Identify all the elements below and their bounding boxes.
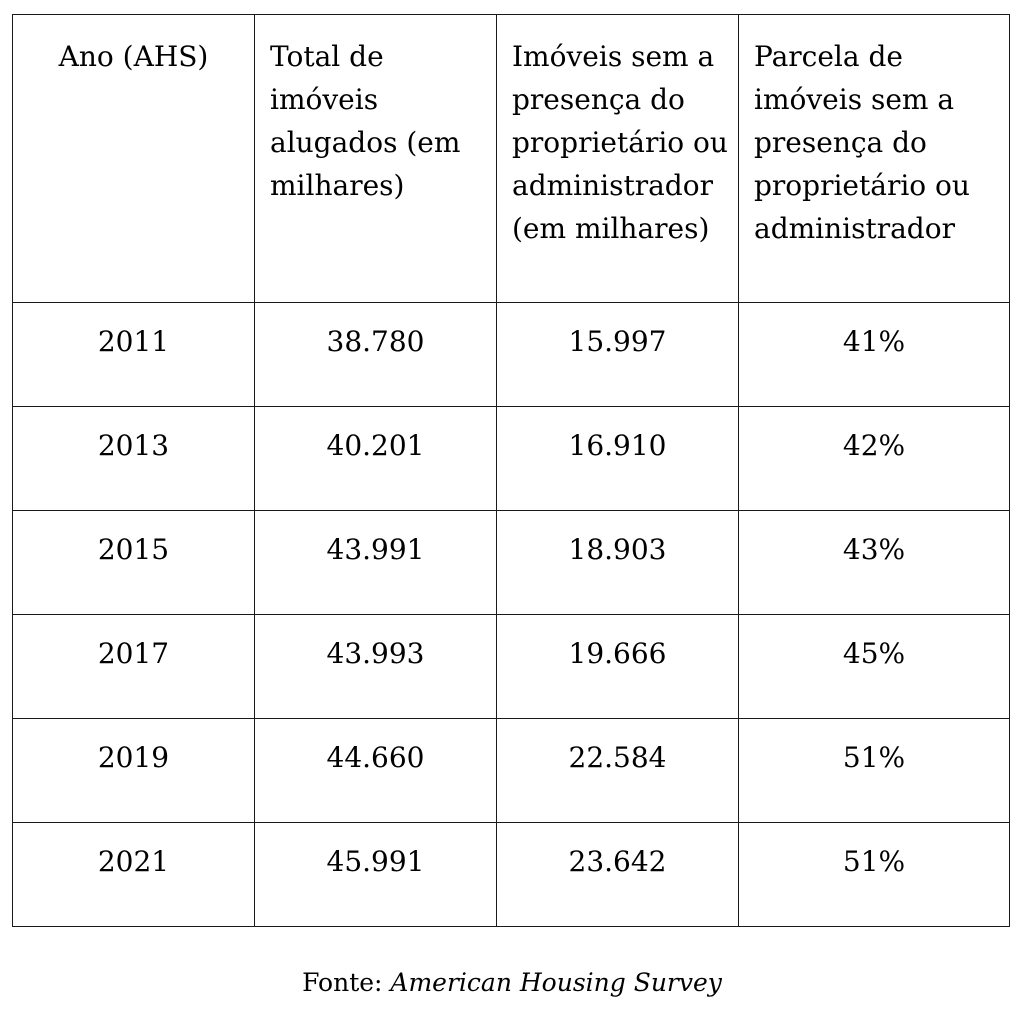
table-row: 2015 43.991 18.903 43% [12,510,1010,615]
cell-total-rented: 40.201 [254,406,497,511]
cell-absent-share: 51% [738,718,1010,823]
cell-year: 2015 [12,510,255,615]
cell-absent-share: 42% [738,406,1010,511]
cell-year: 2021 [12,822,255,927]
cell-absent-owner: 18.903 [496,510,739,615]
cell-year: 2011 [12,302,255,407]
cell-year: 2019 [12,718,255,823]
cell-absent-share: 51% [738,822,1010,927]
header-absent-share: Parcela de imóveis sem a presença do pro… [738,14,1010,303]
cell-year: 2013 [12,406,255,511]
header-absent-owner: Imóveis sem a presença do proprietário o… [496,14,739,303]
table-row: 2011 38.780 15.997 41% [12,302,1010,407]
header-total-rented: Total de imóveis alugados (em milhares) [254,14,497,303]
cell-total-rented: 43.993 [254,614,497,719]
header-row: Ano (AHS) Total de imóveis alugados (em … [12,14,1010,303]
cell-total-rented: 45.991 [254,822,497,927]
cell-year: 2017 [12,614,255,719]
cell-absent-share: 45% [738,614,1010,719]
source-label: Fonte: [302,968,383,997]
cell-absent-owner: 15.997 [496,302,739,407]
header-year: Ano (AHS) [12,14,255,303]
data-table: Ano (AHS) Total de imóveis alugados (em … [12,14,1010,927]
table-row: 2013 40.201 16.910 42% [12,406,1010,511]
cell-total-rented: 43.991 [254,510,497,615]
source-name: American Housing Survey [390,968,722,997]
cell-total-rented: 38.780 [254,302,497,407]
source-caption: Fonte: American Housing Survey [0,968,1024,997]
table-row: 2021 45.991 23.642 51% [12,822,1010,927]
table-row: 2017 43.993 19.666 45% [12,614,1010,719]
cell-absent-owner: 22.584 [496,718,739,823]
table-row: 2019 44.660 22.584 51% [12,718,1010,823]
cell-absent-owner: 23.642 [496,822,739,927]
cell-absent-owner: 19.666 [496,614,739,719]
cell-absent-owner: 16.910 [496,406,739,511]
cell-total-rented: 44.660 [254,718,497,823]
cell-absent-share: 41% [738,302,1010,407]
cell-absent-share: 43% [738,510,1010,615]
